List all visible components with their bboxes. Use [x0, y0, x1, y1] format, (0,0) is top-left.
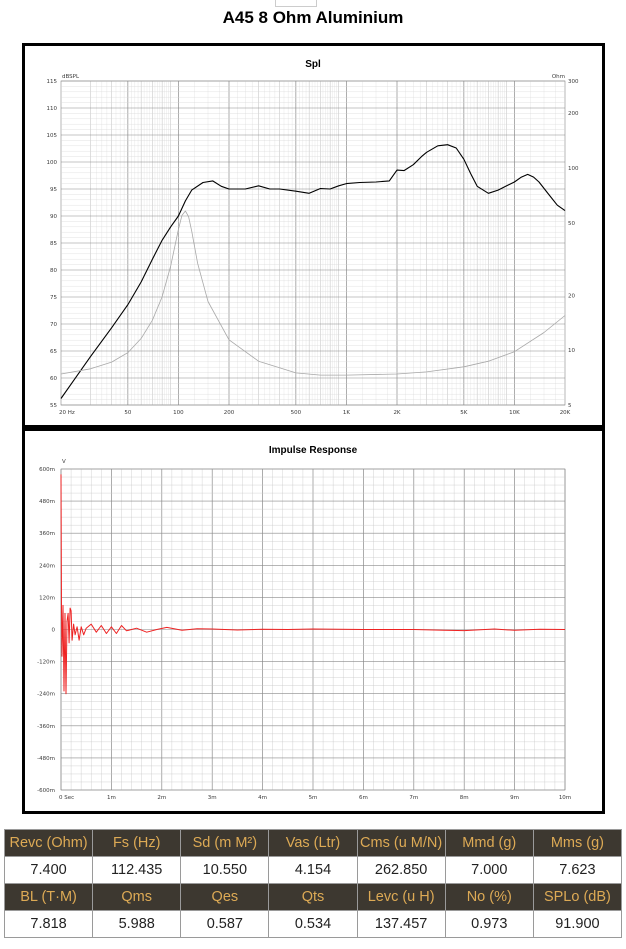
x-tick-label: 20 Hz — [59, 410, 75, 416]
y2-axis-label: Ohm — [552, 74, 565, 80]
param-header: Levc (u H) — [356, 883, 446, 911]
param-value: 7.818 — [3, 910, 94, 938]
param-header: BL (T·M) — [3, 883, 94, 911]
x-tick-label: 4m — [258, 795, 267, 801]
y-tick-label: 85 — [50, 241, 57, 247]
impulse-chart: Impulse Response V 600m 480m 360m 240m 120m 0 -1… — [37, 445, 571, 801]
x-tick-label: 6m — [359, 795, 368, 801]
param-value: 0.973 — [444, 910, 534, 938]
x-tick-label: 50 — [124, 410, 131, 416]
param-header: Vas (Ltr) — [268, 829, 358, 857]
y-tick-label: 65 — [50, 349, 57, 355]
y2-tick-label: 300 — [568, 79, 579, 85]
y-tick-label: 75 — [50, 295, 57, 301]
y-tick-label: 480m — [39, 499, 55, 505]
x-tick-label: 1K — [343, 410, 350, 416]
param-value: 10.550 — [180, 856, 270, 884]
y-tick-label: -480m — [37, 756, 55, 762]
x-tick-label: 9m — [510, 795, 519, 801]
param-header: Qms — [92, 883, 182, 911]
y-tick-label: 90 — [50, 214, 57, 220]
y2-tick-label: 100 — [568, 166, 579, 172]
y2-tick-label: 50 — [568, 221, 575, 227]
y2-tick-label: 10 — [568, 348, 575, 354]
x-tick-label: 200 — [224, 410, 235, 416]
param-header: Cms (u M/N) — [356, 829, 446, 857]
param-header: Qes — [180, 883, 270, 911]
y-tick-label: 120m — [39, 595, 55, 601]
y-tick-label: 60 — [50, 376, 57, 382]
y-tick-label: -360m — [37, 724, 55, 730]
x-tick-label: 1m — [107, 795, 116, 801]
y-tick-label: -240m — [37, 692, 55, 698]
y-tick-label: 600m — [39, 467, 55, 473]
param-value: 4.154 — [268, 856, 358, 884]
x-tick-label: 5m — [309, 795, 318, 801]
y-tick-label: 70 — [50, 322, 57, 328]
param-header: No (%) — [444, 883, 534, 911]
params-value-row-2: 7.818 5.988 0.587 0.534 137.457 0.973 91… — [3, 910, 623, 938]
y2-tick-label: 200 — [568, 111, 579, 117]
y-tick-label: 240m — [39, 563, 55, 569]
parameters-table: Revc (Ohm) Fs (Hz) Sd (m M²) Vas (Ltr) C… — [3, 829, 623, 938]
param-value: 137.457 — [356, 910, 446, 938]
x-tick-label: 5K — [460, 410, 467, 416]
x-tick-label: 20K — [560, 410, 571, 416]
params-value-row-1: 7.400 112.435 10.550 4.154 262.850 7.000… — [3, 856, 623, 884]
page-title: A45 8 Ohm Aluminium — [222, 8, 404, 27]
x-tick-label: 100 — [173, 410, 184, 416]
x-tick-label: 10K — [509, 410, 520, 416]
param-header: Revc (Ohm) — [3, 829, 94, 857]
y-tick-label: 105 — [47, 133, 58, 139]
impulse-chart-panel: Impulse Response V 600m 480m 360m 240m 120m 0 -1… — [22, 428, 605, 814]
impulse-curve — [60, 474, 566, 695]
y-tick-label: 95 — [50, 187, 57, 193]
y-tick-label: -120m — [37, 660, 55, 666]
y-axis-label: dBSPL — [62, 74, 80, 80]
spl-chart-panel: Spl dBSPL Ohm 115 110 105 100 95 90 85 80 75 70 65 60 5… — [22, 43, 605, 428]
x-tick-label: 10m — [559, 795, 571, 801]
x-tick-label: 8m — [460, 795, 469, 801]
param-header: SPLo (dB) — [532, 883, 623, 911]
y-tick-label: 110 — [47, 106, 58, 112]
x-tick-label: 3m — [208, 795, 217, 801]
param-value: 7.623 — [532, 856, 623, 884]
x-tick-label: 7m — [409, 795, 418, 801]
y-tick-label: 0 — [52, 628, 56, 634]
chart-title: Spl — [305, 59, 321, 70]
param-value: 0.534 — [268, 910, 358, 938]
param-value: 7.400 — [3, 856, 94, 884]
y-tick-label: 360m — [39, 531, 55, 537]
y-tick-label: 55 — [50, 403, 57, 409]
x-tick-label: 2K — [393, 410, 400, 416]
param-header: Sd (m M²) — [180, 829, 270, 857]
param-value: 0.587 — [180, 910, 270, 938]
x-tick-label: 2m — [157, 795, 166, 801]
y2-tick-label: 5 — [568, 403, 572, 409]
y-tick-label: -600m — [37, 788, 55, 794]
y2-tick-label: 20 — [568, 293, 575, 299]
y-tick-label: 115 — [47, 79, 58, 85]
param-value: 112.435 — [92, 856, 182, 884]
param-value: 5.988 — [92, 910, 182, 938]
params-header-row-2: BL (T·M) Qms Qes Qts Levc (u H) No (%) S… — [3, 883, 623, 911]
top-tab-edge — [275, 0, 317, 7]
x-tick-label: 0 Sec — [59, 795, 74, 801]
param-value: 262.850 — [356, 856, 446, 884]
impedance-curve — [60, 210, 566, 376]
param-header: Mmd (g) — [444, 829, 534, 857]
params-header-row-1: Revc (Ohm) Fs (Hz) Sd (m M²) Vas (Ltr) C… — [3, 829, 623, 857]
x-tick-label: 500 — [291, 410, 302, 416]
y-axis-label: V — [62, 459, 66, 465]
param-header: Mms (g) — [532, 829, 623, 857]
param-header: Qts — [268, 883, 358, 911]
param-value: 7.000 — [444, 856, 534, 884]
y-tick-label: 100 — [47, 160, 58, 166]
chart-title: Impulse Response — [269, 445, 358, 456]
param-header: Fs (Hz) — [92, 829, 182, 857]
y-tick-label: 80 — [50, 268, 57, 274]
param-value: 91.900 — [532, 910, 623, 938]
spl-curve — [60, 144, 566, 399]
